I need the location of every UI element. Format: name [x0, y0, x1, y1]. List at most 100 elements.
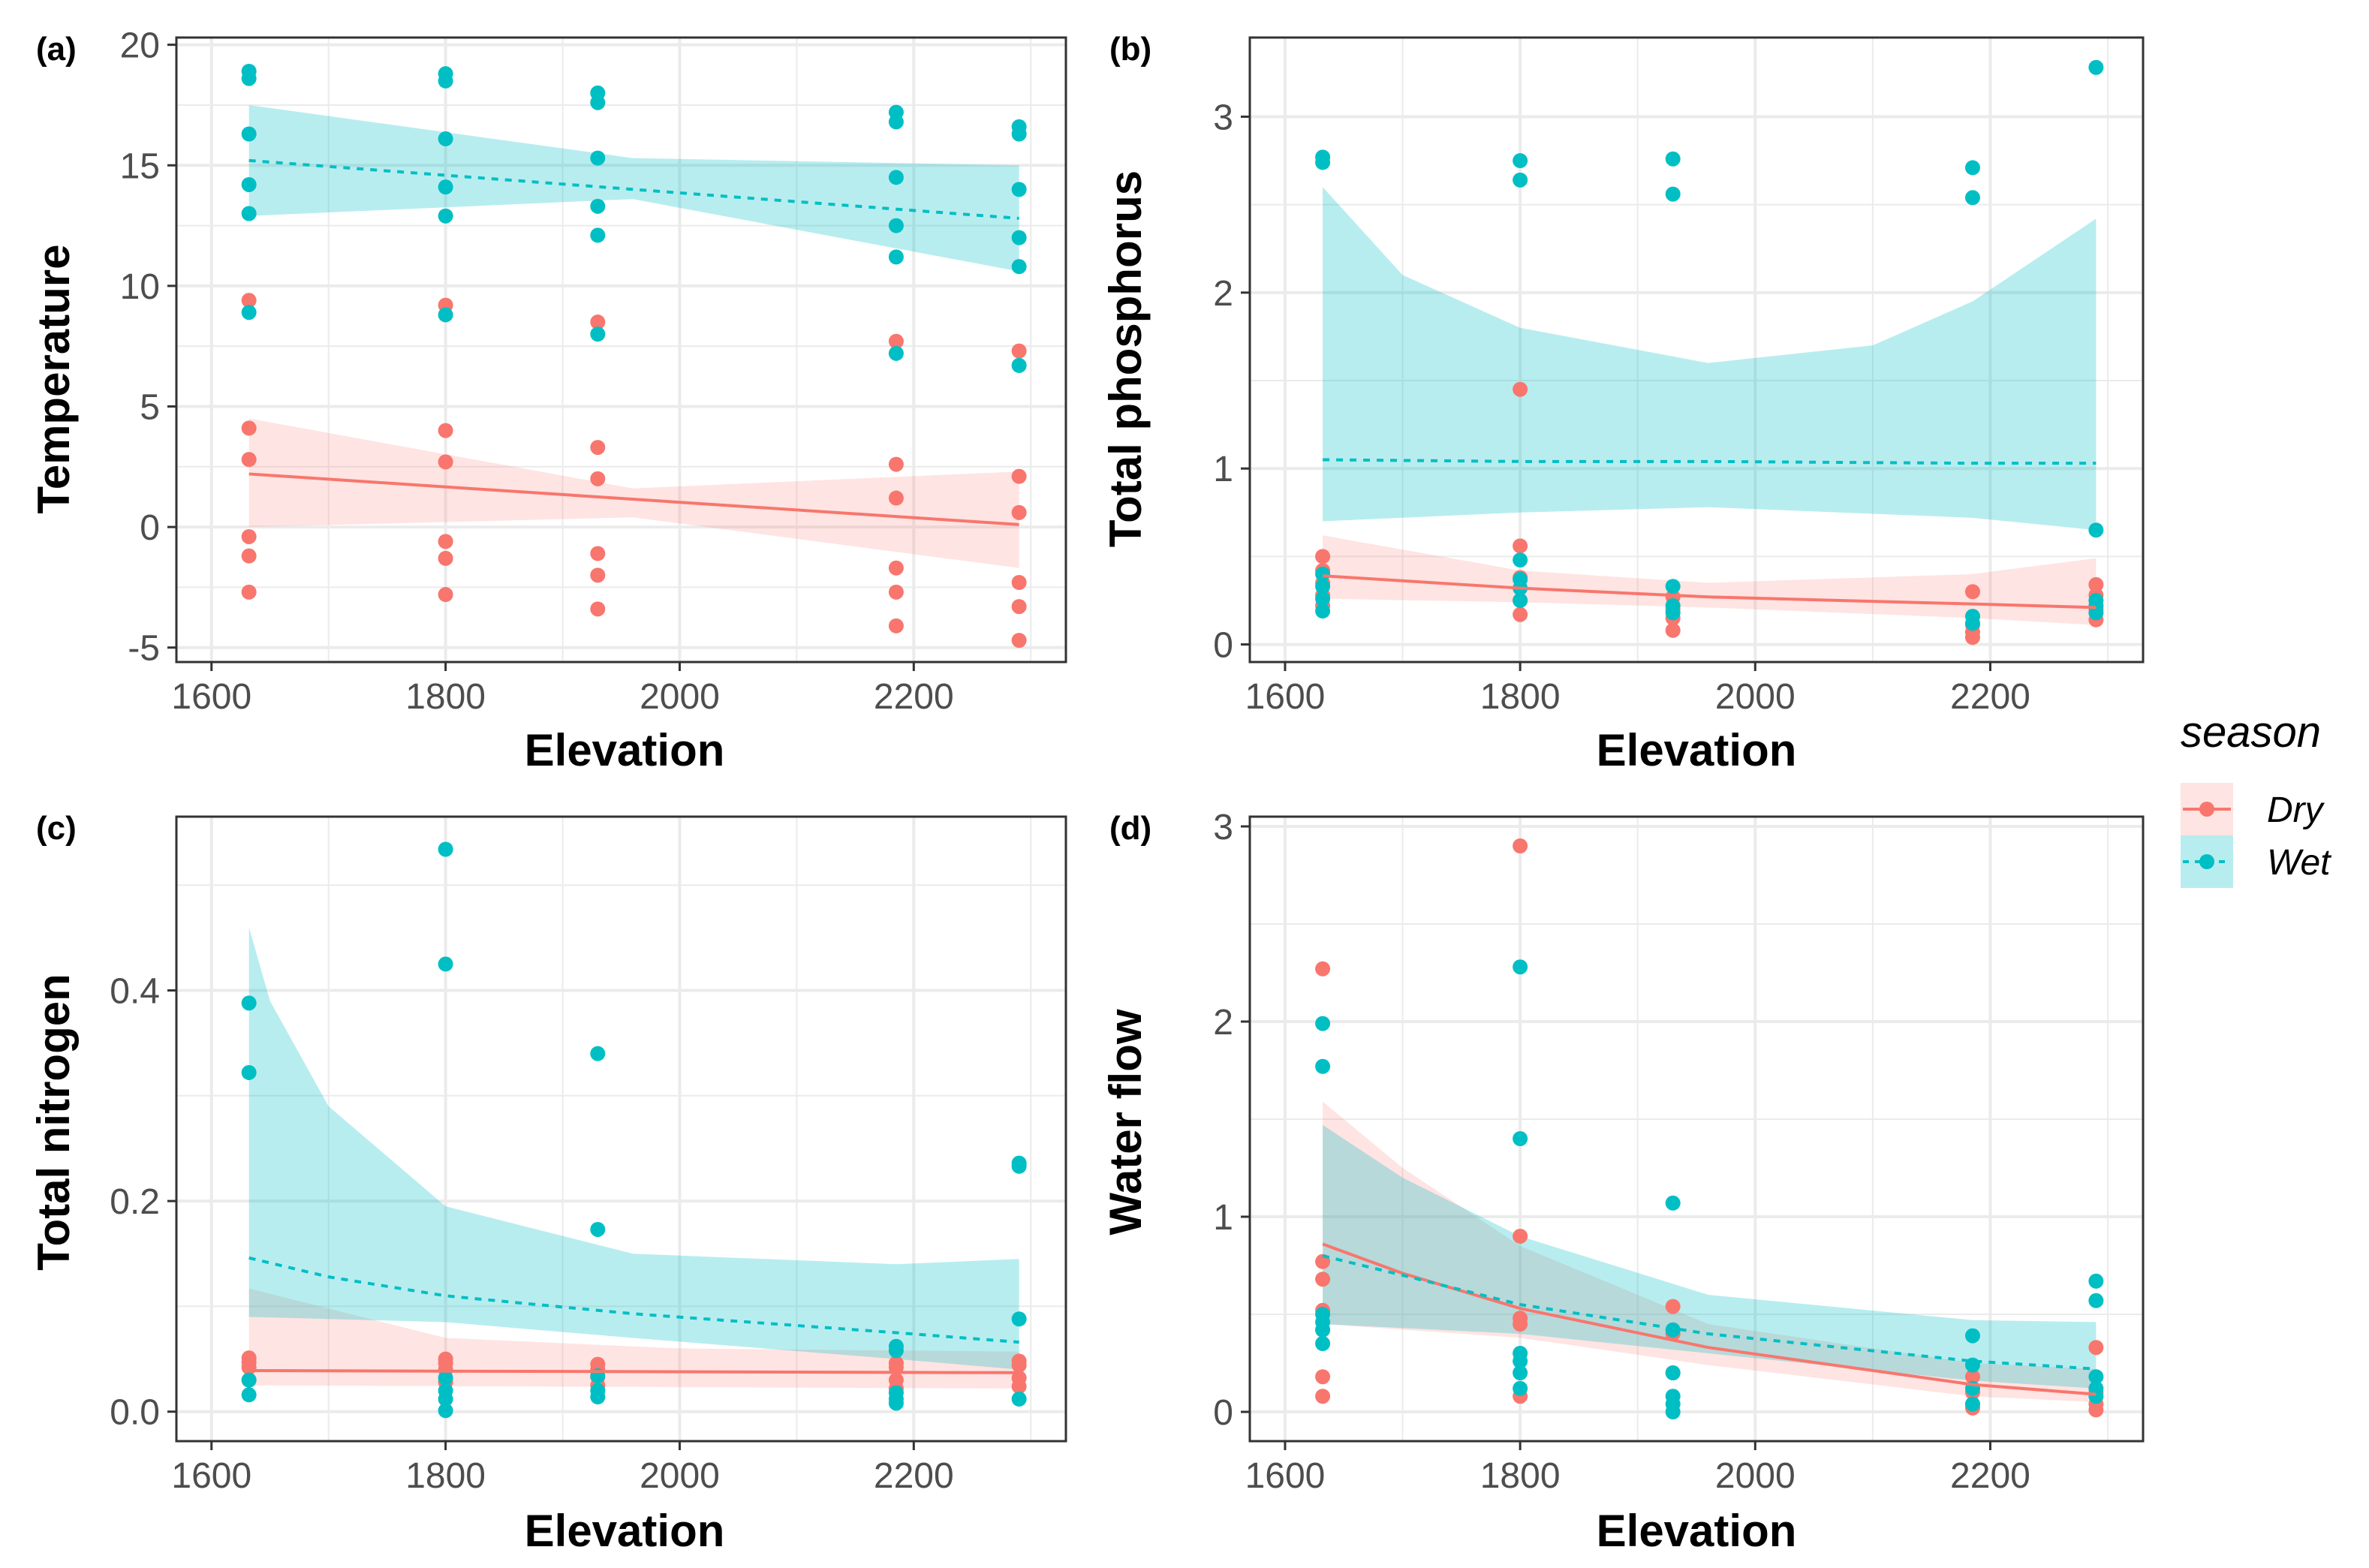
point-dry-a	[888, 618, 904, 634]
point-dry-d	[1315, 1272, 1331, 1287]
x-tick-label-c: 1800	[405, 1456, 486, 1496]
y-tick-label-c: 0.4	[110, 972, 160, 1012]
point-dry-b	[1513, 538, 1528, 554]
point-wet-d	[1315, 1058, 1331, 1074]
x-tick-label-a: 1600	[171, 677, 251, 717]
legend-title: season	[2181, 708, 2321, 757]
legend-point-wet	[2199, 854, 2214, 869]
y-tick-label-c: 0.2	[110, 1182, 160, 1222]
point-dry-a	[241, 548, 257, 564]
point-wet-d	[1964, 1328, 1980, 1344]
point-wet-b	[2088, 522, 2104, 538]
point-wet-d	[1665, 1195, 1681, 1211]
x-tick-label-b: 1800	[1480, 677, 1561, 717]
point-wet-c	[590, 1389, 606, 1405]
point-wet-d	[1315, 1336, 1331, 1351]
fit-line-wet-d	[1322, 1254, 2097, 1371]
point-wet-b	[1964, 615, 1980, 631]
point-dry-a	[241, 420, 257, 436]
point-wet-b	[1665, 579, 1681, 594]
point-wet-a	[241, 176, 257, 192]
y-tick-label-d: 3	[1213, 808, 1233, 847]
point-dry-a	[1011, 574, 1027, 590]
point-dry-d	[1315, 1369, 1331, 1385]
ci-band-wet-b	[1323, 187, 2097, 531]
y-axis-title-a: Temperature	[29, 244, 79, 513]
x-axis-title-a: Elevation	[525, 725, 725, 775]
panel-b: (b) Total phosphorus Elevation 1600 1800 2…	[1100, 31, 2145, 775]
ci-band-wet-c	[248, 927, 1019, 1370]
point-wet-a	[438, 208, 453, 224]
point-wet-d	[1315, 1016, 1331, 1031]
point-wet-a	[1011, 357, 1027, 373]
plot-background-c	[176, 817, 1066, 1441]
point-dry-a	[1011, 468, 1027, 484]
point-wet-c	[438, 1391, 453, 1407]
point-wet-b	[1513, 172, 1528, 188]
point-wet-c	[888, 1395, 904, 1411]
panel-border-c	[175, 815, 1067, 1443]
x-tick-label-d: 2000	[1715, 1456, 1796, 1496]
point-dry-a	[888, 490, 904, 506]
point-wet-a	[241, 71, 257, 86]
x-tick-label-d: 1600	[1245, 1456, 1326, 1496]
point-dry-a	[590, 567, 606, 583]
x-axis-title-d: Elevation	[1597, 1506, 1797, 1556]
point-wet-a	[888, 218, 904, 233]
point-wet-d	[1315, 1322, 1331, 1338]
point-dry-a	[438, 534, 453, 549]
x-tick-label-b: 2200	[1950, 677, 2030, 717]
point-wet-a	[590, 150, 606, 166]
point-dry-b	[1964, 584, 1980, 600]
x-tick-label-b: 1600	[1245, 677, 1326, 717]
legend-label-dry: Dry	[2267, 790, 2325, 830]
point-wet-a	[241, 305, 257, 321]
point-dry-d	[1513, 838, 1528, 853]
point-dry-a	[888, 456, 904, 472]
point-dry-c	[1011, 1379, 1027, 1395]
point-wet-c	[438, 1403, 453, 1419]
point-wet-d	[1964, 1396, 1980, 1412]
point-dry-a	[1011, 504, 1027, 520]
point-wet-a	[590, 95, 606, 110]
y-axis-title-d: Water flow	[1100, 1009, 1151, 1235]
point-dry-b	[1964, 630, 1980, 646]
x-tick-label-a: 2000	[640, 677, 720, 717]
point-wet-c	[1011, 1391, 1027, 1407]
y-tick-label-b: 2	[1213, 274, 1233, 314]
legend-point-dry	[2199, 802, 2214, 817]
point-dry-a	[590, 440, 606, 456]
point-dry-a	[438, 550, 453, 566]
y-tick-label-b: 1	[1213, 450, 1233, 489]
point-dry-a	[590, 546, 606, 561]
point-wet-a	[241, 206, 257, 221]
point-dry-a	[590, 471, 606, 486]
point-wet-a	[241, 126, 257, 142]
point-dry-a	[438, 423, 453, 438]
panel-tag-b: (b)	[1109, 31, 1151, 68]
legend-item-dry: Dry	[2181, 783, 2325, 835]
x-axis-title-b: Elevation	[1597, 725, 1797, 775]
panel-border-b	[1248, 36, 2145, 664]
point-wet-c	[241, 1372, 257, 1388]
point-wet-b	[1513, 592, 1528, 608]
point-wet-a	[438, 307, 453, 323]
point-wet-b	[1315, 566, 1331, 582]
y-tick-label-a: 5	[140, 387, 160, 427]
plot-area-d	[1248, 815, 2145, 1443]
point-dry-d	[1964, 1369, 1980, 1385]
point-dry-a	[590, 601, 606, 617]
panel-tag-c: (c)	[36, 810, 77, 847]
plot-area-c	[175, 815, 1067, 1443]
fit-line-wet-b	[1323, 458, 2097, 465]
panel-border-d	[1248, 815, 2145, 1443]
point-dry-a	[438, 454, 453, 470]
point-wet-c	[241, 1387, 257, 1403]
point-wet-b	[1665, 186, 1681, 202]
point-wet-c	[590, 1221, 606, 1237]
point-wet-c	[1011, 1158, 1027, 1174]
point-wet-d	[1513, 1353, 1528, 1369]
point-wet-a	[590, 227, 606, 243]
point-dry-d	[2088, 1402, 2104, 1418]
plot-background-d	[1250, 817, 2143, 1441]
